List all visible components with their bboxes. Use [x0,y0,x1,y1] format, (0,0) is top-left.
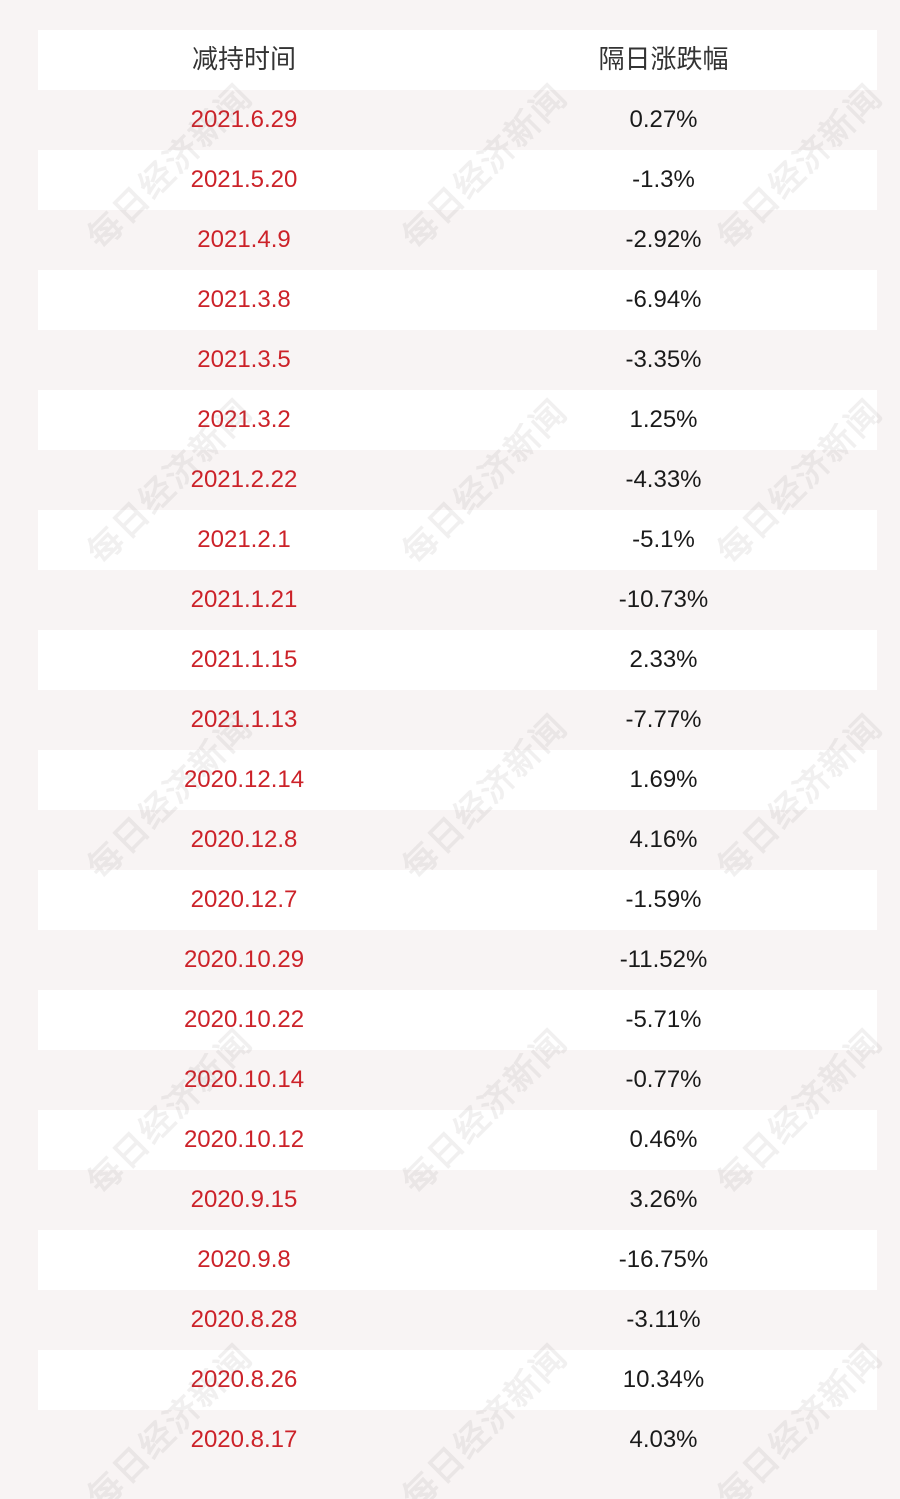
date-cell: 2020.12.8 [190,826,298,853]
date-cell: 2020.10.12 [183,1126,305,1153]
table-row: 2021.1.21 -10.73% [38,570,877,630]
table-row: 2021.3.8 -6.94% [38,270,877,330]
change-cell: -4.33% [625,466,702,493]
date-cell: 2020.10.14 [183,1066,305,1093]
date-cell: 2020.12.14 [183,766,305,793]
change-cell: -5.71% [625,1006,702,1033]
change-cell: -2.92% [625,226,702,253]
date-cell: 2020.12.7 [190,886,298,913]
change-cell: -3.35% [625,346,702,373]
date-cell: 2021.3.5 [197,346,291,373]
date-cell: 2021.5.20 [190,166,298,193]
date-cell: 2020.8.28 [190,1306,298,1333]
date-cell: 2021.4.9 [197,226,291,253]
date-cell: 2021.3.8 [197,286,291,313]
data-table: 减持时间 隔日涨跌幅 2021.6.29 0.27% 2021.5.20 -1.3% 2… [38,30,877,1470]
change-cell: 2.33% [629,646,698,673]
table-body: 2021.6.29 0.27% 2021.5.20 -1.3% 2021.4.9 -2.9… [38,90,877,1470]
change-cell: -10.73% [618,586,709,613]
date-cell: 2021.1.21 [190,586,298,613]
table-row: 2020.10.29 -11.52% [38,930,877,990]
change-cell: -11.52% [619,946,708,973]
date-cell: 2021.2.22 [190,466,298,493]
table-row: 2020.10.14 -0.77% [38,1050,877,1110]
date-cell: 2020.8.26 [190,1366,298,1393]
date-cell: 2020.9.15 [190,1186,298,1213]
change-cell: 0.27% [629,106,698,133]
table-row: 2020.8.26 10.34% [38,1350,877,1410]
table-row: 2020.9.8 -16.75% [38,1230,877,1290]
change-cell: 4.16% [629,826,698,853]
change-cell: -0.77% [625,1066,702,1093]
table-row: 2020.10.22 -5.71% [38,990,877,1050]
table-row: 2021.2.22 -4.33% [38,450,877,510]
table-row: 2020.8.17 4.03% [38,1410,877,1470]
table-row: 2020.10.12 0.46% [38,1110,877,1170]
date-cell: 2021.6.29 [190,106,298,133]
change-cell: -7.77% [625,706,702,733]
change-cell: 4.03% [629,1426,698,1453]
change-cell: 10.34% [622,1366,705,1393]
change-cell: 0.46% [629,1126,698,1153]
date-cell: 2021.1.13 [190,706,298,733]
date-cell: 2021.1.15 [190,646,298,673]
header-change: 隔日涨跌幅 [598,45,729,75]
table-row: 2021.1.15 2.33% [38,630,877,690]
table-row: 2020.12.14 1.69% [38,750,877,810]
table-row: 2020.12.7 -1.59% [38,870,877,930]
change-cell: -1.59% [625,886,702,913]
change-cell: 3.26% [629,1186,698,1213]
table-row: 2021.5.20 -1.3% [38,150,877,210]
table-row: 2021.2.1 -5.1% [38,510,877,570]
change-cell: -1.3% [632,166,695,193]
header-date: 减持时间 [191,45,296,75]
change-cell: 1.25% [629,406,698,433]
change-cell: -5.1% [632,526,695,553]
change-cell: -6.94% [625,286,702,313]
change-cell: -16.75% [618,1246,709,1273]
table-row: 2020.8.28 -3.11% [38,1290,877,1350]
change-cell: -3.11% [626,1306,701,1333]
date-cell: 2020.10.22 [183,1006,305,1033]
table-row: 2021.3.5 -3.35% [38,330,877,390]
table-row: 2021.6.29 0.27% [38,90,877,150]
table-row: 2020.12.8 4.16% [38,810,877,870]
date-cell: 2020.8.17 [190,1426,298,1453]
table-row: 2021.4.9 -2.92% [38,210,877,270]
date-cell: 2021.2.1 [197,526,291,553]
table-row: 2021.3.2 1.25% [38,390,877,450]
change-cell: 1.69% [629,766,698,793]
table-row: 2020.9.15 3.26% [38,1170,877,1230]
table-header-row: 减持时间 隔日涨跌幅 [38,30,877,90]
date-cell: 2020.9.8 [197,1246,291,1273]
table-row: 2021.1.13 -7.77% [38,690,877,750]
date-cell: 2021.3.2 [197,406,291,433]
date-cell: 2020.10.29 [183,946,305,973]
